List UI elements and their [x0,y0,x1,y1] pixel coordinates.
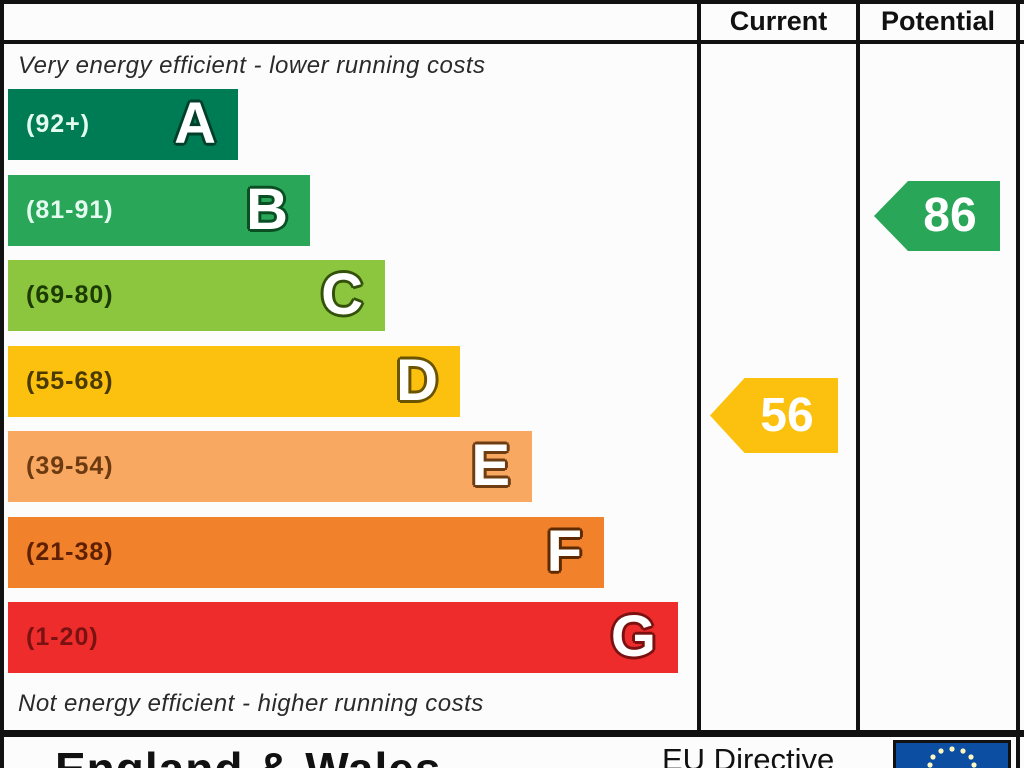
band-letter: A [174,91,216,156]
potential-column-header: Potential [880,6,995,36]
region-label: England & Wales [55,742,441,768]
table-border-top [0,0,1024,4]
header-divider-line [0,40,1024,44]
band-row-b: (81-91) B [8,175,310,246]
band-range-label: (92+) [26,110,91,138]
potential-column-divider [856,0,860,730]
band-range-label: (21-38) [26,538,114,566]
current-column-header: Current [729,6,828,36]
potential-rating-value: 86 [923,189,977,242]
band-row-g: (1-20) G [8,602,678,673]
band-range-label: (39-54) [26,452,114,480]
band-letter: B [246,177,288,242]
band-row-c: (69-80) C [8,260,385,331]
current-rating-arrow: 56 [710,378,838,453]
current-rating-value: 56 [760,389,814,442]
efficient-caption: Very energy efficient - lower running co… [18,52,486,79]
band-range-label: (81-91) [26,196,114,224]
band-letter: G [610,604,656,669]
not-efficient-caption: Not energy efficient - higher running co… [18,690,484,717]
band-range-label: (1-20) [26,623,99,651]
table-border-left [0,0,4,768]
eu-directive-label: EU Directive [662,742,835,768]
band-range-label: (69-80) [26,281,114,309]
band-letter: E [471,433,510,498]
band-range-label: (55-68) [26,367,114,395]
band-row-a: (92+) A [8,89,238,160]
band-letter: C [321,262,363,327]
eu-flag-stars-icon [927,746,977,768]
band-row-e: (39-54) E [8,431,532,502]
current-column-divider [697,0,701,730]
band-letter: D [396,348,438,413]
band-row-d: (55-68) D [8,346,460,417]
table-border-right [1016,0,1020,768]
eu-flag-icon [893,740,1011,768]
footer-divider-line [0,730,1024,737]
potential-rating-arrow: 86 [874,181,1000,251]
band-row-f: (21-38) F [8,517,604,588]
band-letter: F [546,519,582,584]
